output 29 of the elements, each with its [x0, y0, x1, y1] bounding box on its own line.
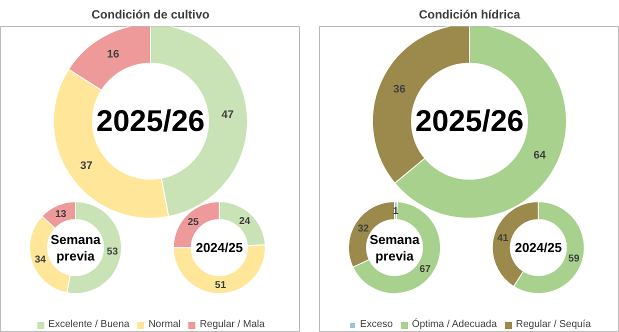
data-label: 41 — [497, 232, 509, 244]
text: Semana previa — [370, 232, 420, 264]
data-label: 13 — [55, 209, 67, 220]
data-label: 16 — [107, 48, 120, 60]
data-label: 34 — [34, 254, 46, 266]
text: 2025/26 — [415, 104, 524, 138]
legend-label: Exceso — [360, 319, 393, 330]
legend-label: Óptima / Adecuada — [412, 319, 497, 330]
legend-label: Excelente / Buena — [48, 319, 130, 330]
data-label: 24 — [239, 216, 251, 228]
data-label: 53 — [106, 246, 118, 258]
chart-title: Condición hídrica — [418, 8, 520, 22]
legend-label: Regular / Mala — [200, 319, 265, 330]
data-label: 59 — [568, 253, 580, 264]
text: 2024/25 — [514, 240, 562, 256]
data-label: 51 — [214, 280, 226, 292]
legend-label: Normal — [148, 319, 181, 330]
text: Semana previa — [50, 232, 102, 264]
legend-label: Regular / Sequía — [516, 319, 591, 330]
data-label: 47 — [222, 108, 234, 121]
text: 2025/26 — [96, 104, 205, 138]
data-label: 32 — [358, 223, 370, 234]
text: 2024/25 — [196, 240, 243, 256]
data-label: 36 — [393, 83, 406, 96]
data-label: 37 — [80, 160, 93, 172]
data-label: 64 — [534, 149, 547, 162]
chart-title: Condición de cultivo — [92, 8, 210, 22]
data-label: 25 — [188, 216, 200, 228]
data-label: 67 — [420, 264, 432, 275]
